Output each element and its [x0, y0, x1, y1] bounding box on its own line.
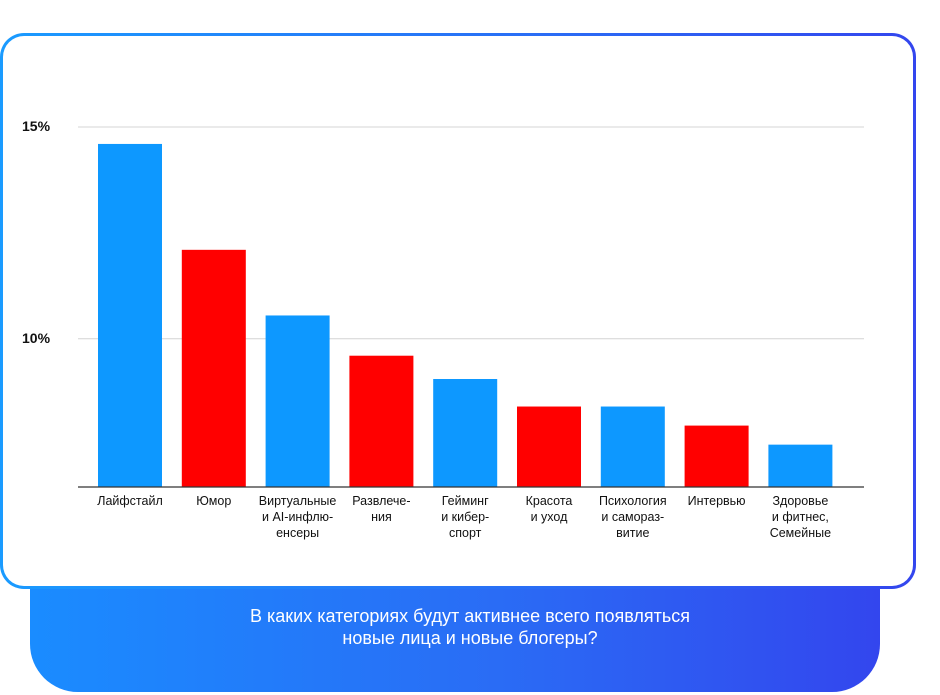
x-tick-label: Лайфстайл [97, 494, 163, 508]
x-tick-label: Красота и уход [525, 494, 573, 524]
bar [349, 355, 414, 487]
bar [600, 406, 665, 487]
question-line-2: новые лица и новые блогеры? [342, 628, 598, 648]
question-line-1: В каких категориях будут активнее всего … [250, 606, 690, 626]
bar [433, 379, 498, 487]
x-tick-label: Здоровье и фитнес, Семейные [769, 494, 832, 540]
x-tick-label: Интервью [687, 494, 746, 508]
survey-question: В каких категориях будут активнее всего … [0, 605, 940, 649]
x-tick-label: Развлече- ния [352, 494, 411, 524]
bar [181, 249, 246, 487]
bar [517, 406, 581, 487]
x-tick-label: Юмор [196, 494, 232, 508]
bar [684, 425, 749, 487]
y-tick-label: 10% [22, 330, 51, 346]
bar [265, 315, 330, 487]
bar [98, 143, 162, 488]
y-tick-label: 15% [22, 118, 51, 134]
x-tick-label: Гейминг и кибер- спорт [441, 494, 490, 540]
x-tick-label: Виртуальные и AI-инфлю- енсеры [258, 494, 337, 540]
x-tick-label: Психология и самораз- витие [598, 494, 667, 540]
bar [768, 444, 833, 487]
